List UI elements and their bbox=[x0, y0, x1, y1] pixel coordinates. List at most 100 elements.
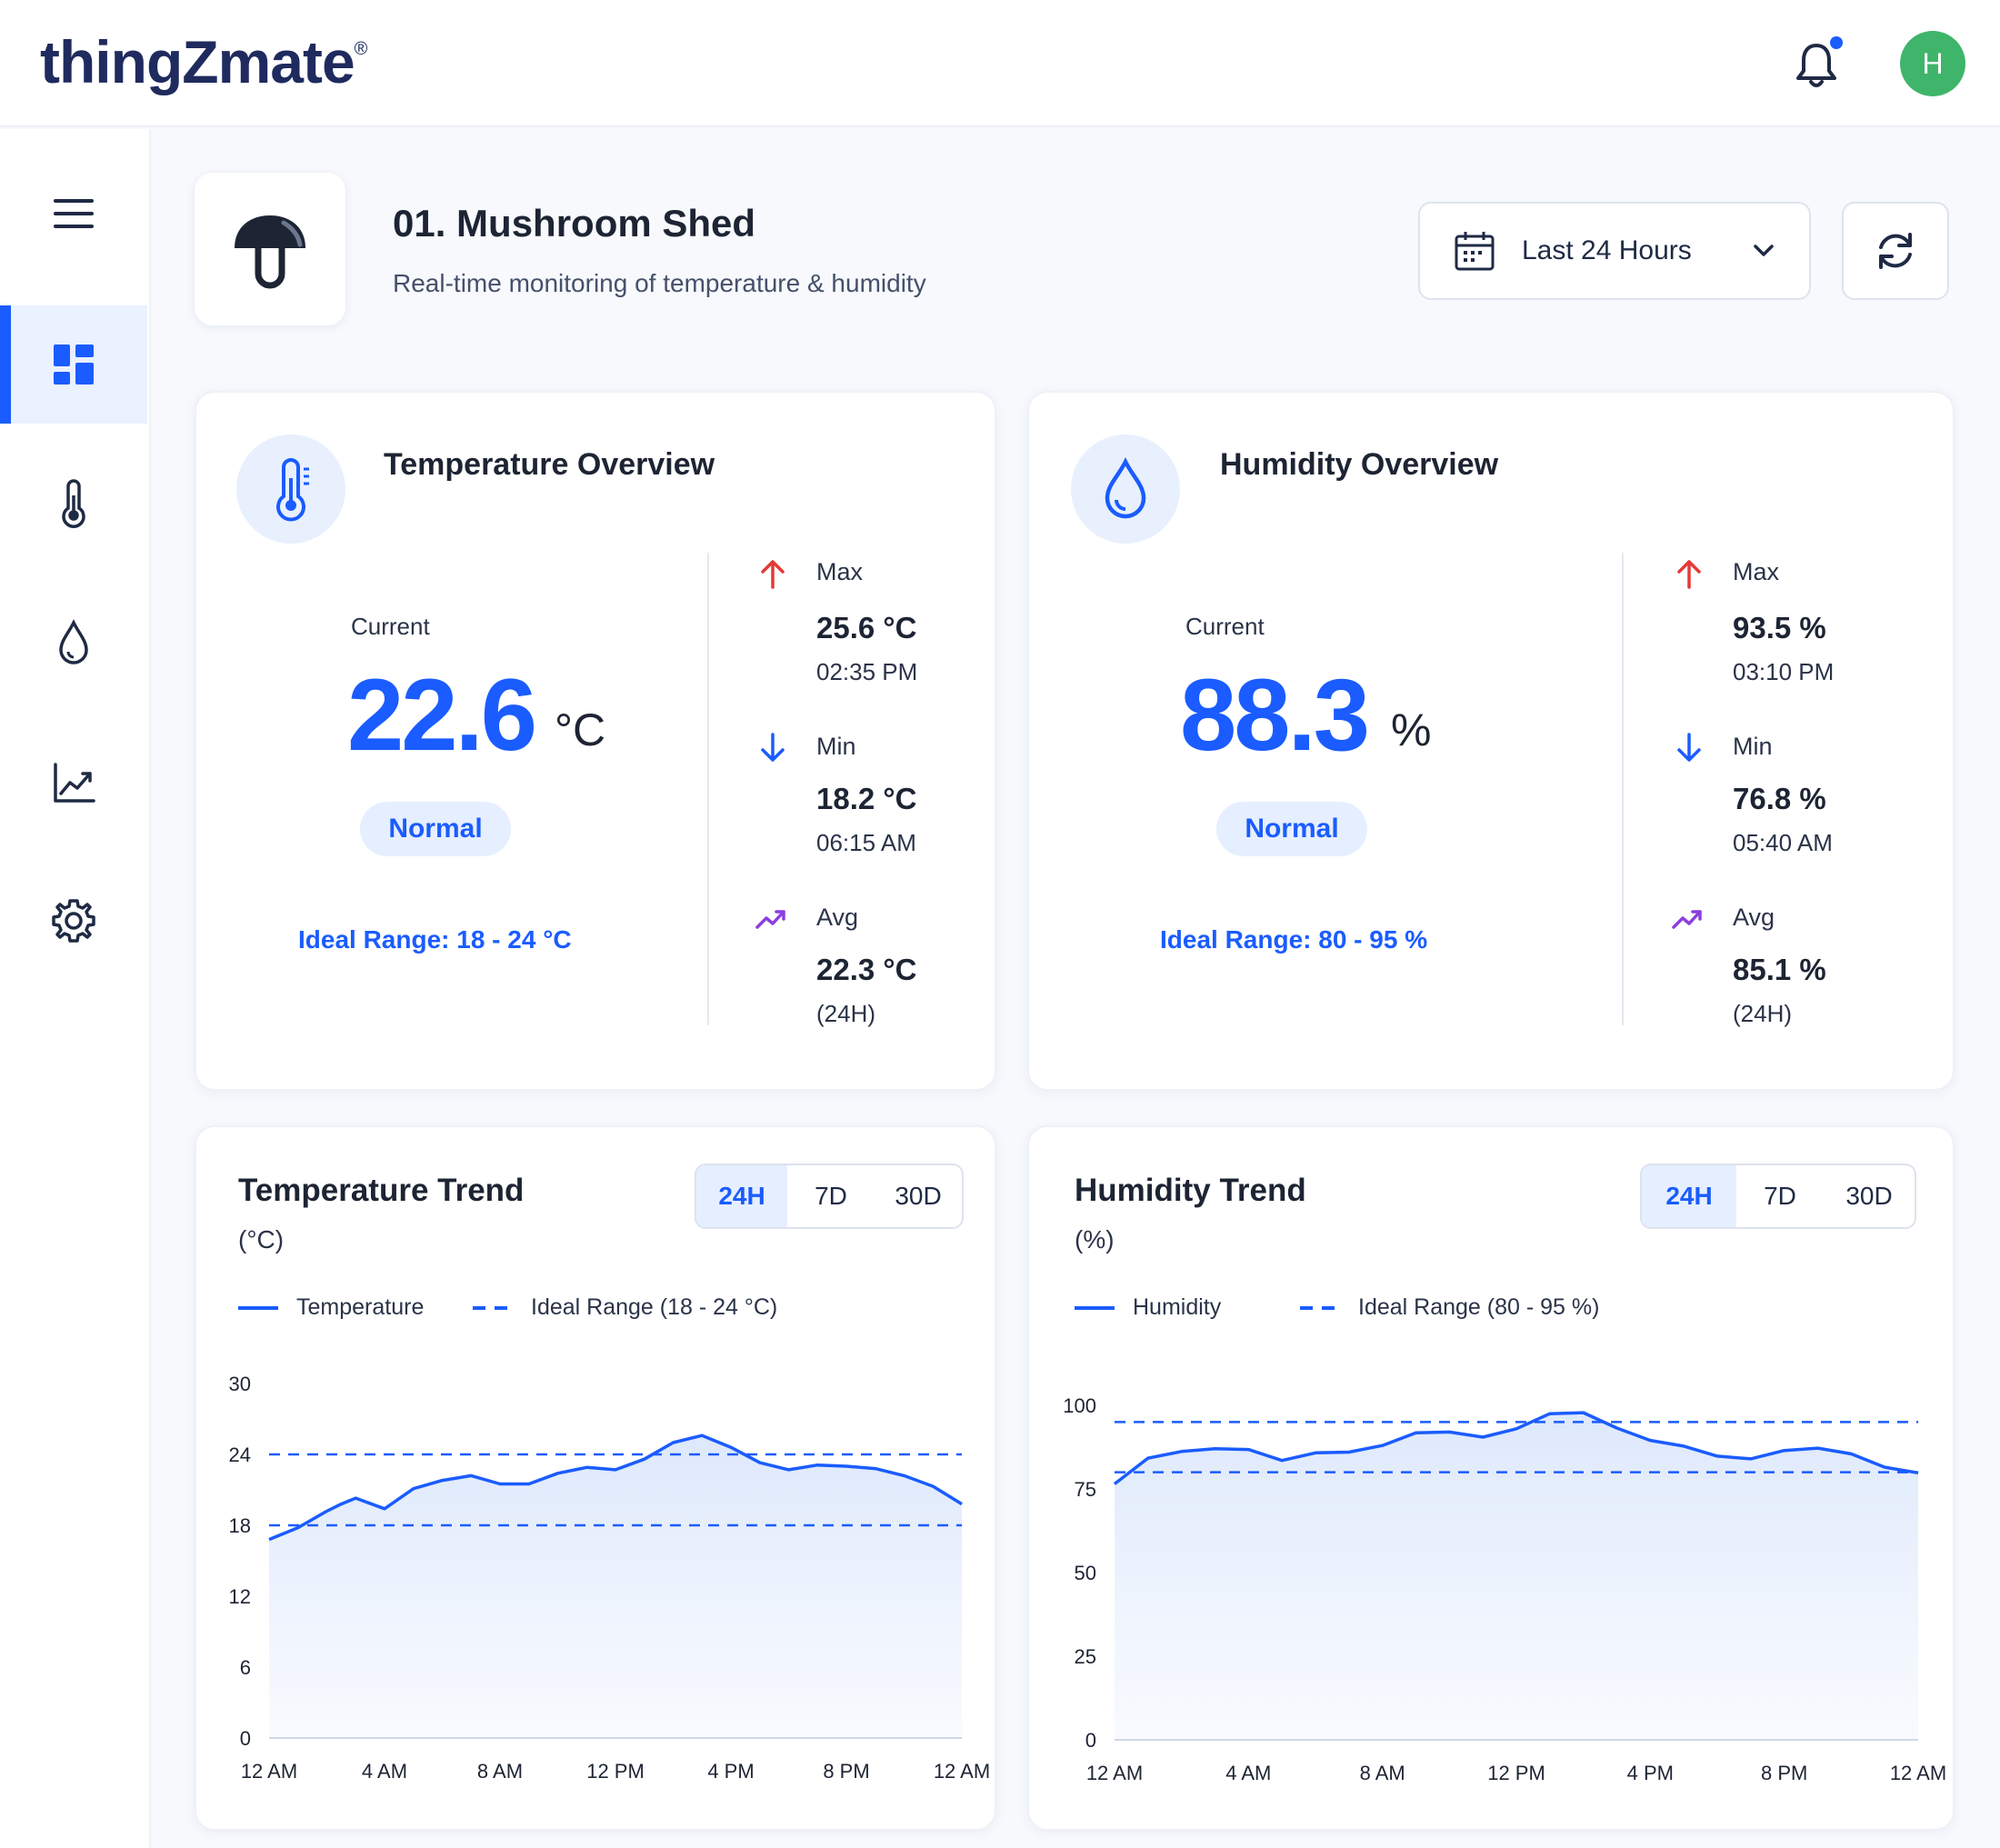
legend-dashed-line bbox=[473, 1305, 513, 1310]
legend-solid-line bbox=[238, 1305, 278, 1310]
hum-y-tick-label: 75 bbox=[1075, 1478, 1096, 1501]
arrow-up-icon bbox=[1677, 560, 1701, 589]
temp-x-tick-label: 8 PM bbox=[823, 1760, 869, 1783]
temp-series-line bbox=[268, 1433, 963, 1542]
temperature-current-label: Current bbox=[351, 613, 430, 640]
sidebar-item-temperature[interactable] bbox=[0, 444, 147, 562]
page-subtitle: Real-time monitoring of temperature & hu… bbox=[393, 269, 926, 297]
temperature-icon-badge bbox=[236, 435, 345, 544]
temp-x-tick-label: 4 AM bbox=[362, 1760, 407, 1783]
hum-x-tick-label: 4 PM bbox=[1627, 1762, 1674, 1784]
thermometer-icon bbox=[62, 479, 85, 528]
temp-y-tick-label: 24 bbox=[229, 1443, 251, 1466]
tab-30d[interactable]: 30D bbox=[1845, 1182, 1893, 1210]
humidity-overview-card: Humidity Overview Current 88.3 % Normal … bbox=[1027, 391, 1955, 1091]
temperature-trend-card: Temperature Trend (°C) 24H 7D 30D Temper… bbox=[195, 1125, 996, 1831]
humidity-min-value: 76.8 % bbox=[1733, 782, 1826, 815]
legend-dashed-line bbox=[1300, 1305, 1340, 1310]
humidity-legend-series: Humidity bbox=[1075, 1294, 1221, 1321]
humidity-trend-card: Humidity Trend (%) 24H 7D 30D Humidity I… bbox=[1027, 1125, 1955, 1831]
hum-x-tick-label: 12 PM bbox=[1487, 1762, 1545, 1784]
temperature-avg-label: Avg bbox=[816, 904, 859, 931]
sidebar bbox=[0, 129, 151, 1848]
legend-label: Ideal Range (18 - 24 °C) bbox=[531, 1294, 778, 1320]
humidity-avg-label: Avg bbox=[1733, 904, 1775, 931]
tab-24h[interactable]: 24H bbox=[696, 1165, 787, 1227]
humidity-overview-title: Humidity Overview bbox=[1220, 447, 1499, 482]
legend-solid-line bbox=[1075, 1305, 1115, 1310]
sidebar-item-settings[interactable] bbox=[0, 862, 147, 980]
divider bbox=[707, 553, 709, 1025]
hum-x-tick-label: 8 PM bbox=[1761, 1762, 1807, 1784]
temperature-min-label: Min bbox=[816, 733, 856, 760]
time-range-label: Last 24 Hours bbox=[1522, 235, 1692, 265]
temp-y-tick-label: 12 bbox=[229, 1585, 251, 1608]
shed-icon-box bbox=[195, 173, 345, 325]
settings-gear-icon bbox=[52, 899, 95, 943]
temp-x-tick-label: 8 AM bbox=[477, 1760, 523, 1783]
temp-x-tick-label: 4 PM bbox=[707, 1760, 754, 1783]
hum-x-tick-label: 12 AM bbox=[1086, 1762, 1143, 1784]
temp-y-tick-label: 0 bbox=[240, 1727, 251, 1750]
hum-y-tick-label: 50 bbox=[1075, 1562, 1096, 1584]
legend-label: Temperature bbox=[296, 1294, 425, 1320]
notification-bell-icon[interactable] bbox=[1789, 38, 1844, 93]
arrow-down-icon bbox=[1677, 733, 1701, 762]
humidity-min-time: 05:40 AM bbox=[1733, 829, 1833, 856]
temperature-min-value: 18.2 °C bbox=[816, 782, 917, 815]
sidebar-item-trends[interactable] bbox=[0, 724, 147, 842]
humidity-range-tabs: 24H 7D 30D bbox=[1640, 1164, 1916, 1229]
hum-series-line bbox=[1113, 1411, 1919, 1485]
temperature-range-tabs: 24H 7D 30D bbox=[695, 1164, 964, 1229]
sidebar-item-dashboard[interactable] bbox=[0, 305, 147, 424]
humidity-trend-title: Humidity Trend bbox=[1075, 1173, 1306, 1208]
trend-up-icon bbox=[1672, 910, 1702, 929]
humidity-trend-unit: (%) bbox=[1075, 1225, 1115, 1254]
sidebar-item-humidity[interactable] bbox=[0, 584, 147, 702]
temp-x-tick-label: 12 AM bbox=[934, 1760, 990, 1783]
hum-x-tick-label: 12 AM bbox=[1890, 1762, 1946, 1784]
temp-x-tick-label: 12 PM bbox=[586, 1760, 645, 1783]
refresh-button[interactable] bbox=[1842, 202, 1949, 300]
time-range-dropdown[interactable]: Last 24 Hours bbox=[1418, 202, 1811, 300]
divider bbox=[1622, 553, 1624, 1025]
hum-x-tick-label: 8 AM bbox=[1360, 1762, 1405, 1784]
refresh-icon bbox=[1879, 233, 1912, 269]
sidebar-menu-button[interactable] bbox=[0, 155, 147, 273]
humidity-status-badge: Normal bbox=[1216, 802, 1367, 856]
calendar-icon bbox=[1455, 232, 1495, 271]
page-title: 01. Mushroom Shed bbox=[393, 202, 756, 245]
trend-chart-icon bbox=[54, 763, 95, 803]
humidity-max-label: Max bbox=[1733, 558, 1780, 585]
humidity-chart: 0 25 50 75 100 12 AM 4 AM 8 AM 12 PM 4 PM 8 PM 12 A… bbox=[1063, 1394, 1946, 1784]
temperature-max-time: 02:35 PM bbox=[816, 658, 918, 685]
tab-30d[interactable]: 30D bbox=[895, 1182, 942, 1210]
humidity-max-value: 93.5 % bbox=[1733, 611, 1826, 644]
humidity-avg-value: 85.1 % bbox=[1733, 953, 1826, 986]
menu-icon bbox=[54, 199, 94, 228]
humidity-current-label: Current bbox=[1185, 613, 1265, 640]
tab-24h[interactable]: 24H bbox=[1642, 1165, 1736, 1227]
logo[interactable]: thingZmate® bbox=[40, 28, 367, 95]
dashboard-icon bbox=[54, 345, 94, 385]
user-avatar[interactable]: H bbox=[1900, 31, 1965, 96]
humidity-icon-badge bbox=[1071, 435, 1180, 544]
hum-x-tick-label: 4 AM bbox=[1225, 1762, 1271, 1784]
legend-label: Ideal Range (80 - 95 %) bbox=[1358, 1294, 1600, 1320]
temperature-overview-card: Temperature Overview Current 22.6 °C Nor… bbox=[195, 391, 996, 1091]
temperature-avg-period: (24H) bbox=[816, 1000, 876, 1027]
temperature-current-value: 22.6 bbox=[347, 658, 537, 772]
temperature-status-badge: Normal bbox=[360, 802, 511, 856]
temperature-legend-series: Temperature bbox=[238, 1294, 424, 1321]
temperature-ideal-range: Ideal Range: 18 - 24 °C bbox=[298, 925, 572, 954]
arrow-down-icon bbox=[761, 733, 785, 762]
legend-label: Humidity bbox=[1133, 1294, 1222, 1320]
hum-series-area bbox=[1115, 1413, 1918, 1740]
tab-7d[interactable]: 7D bbox=[815, 1182, 847, 1210]
tab-7d[interactable]: 7D bbox=[1764, 1182, 1796, 1210]
humidity-legend-range: Ideal Range (80 - 95 %) bbox=[1300, 1294, 1599, 1321]
droplet-icon bbox=[59, 619, 88, 664]
temp-y-tick-label: 18 bbox=[229, 1514, 251, 1537]
temp-y-tick-label: 30 bbox=[229, 1373, 251, 1395]
humidity-current-value: 88.3 bbox=[1180, 658, 1370, 772]
